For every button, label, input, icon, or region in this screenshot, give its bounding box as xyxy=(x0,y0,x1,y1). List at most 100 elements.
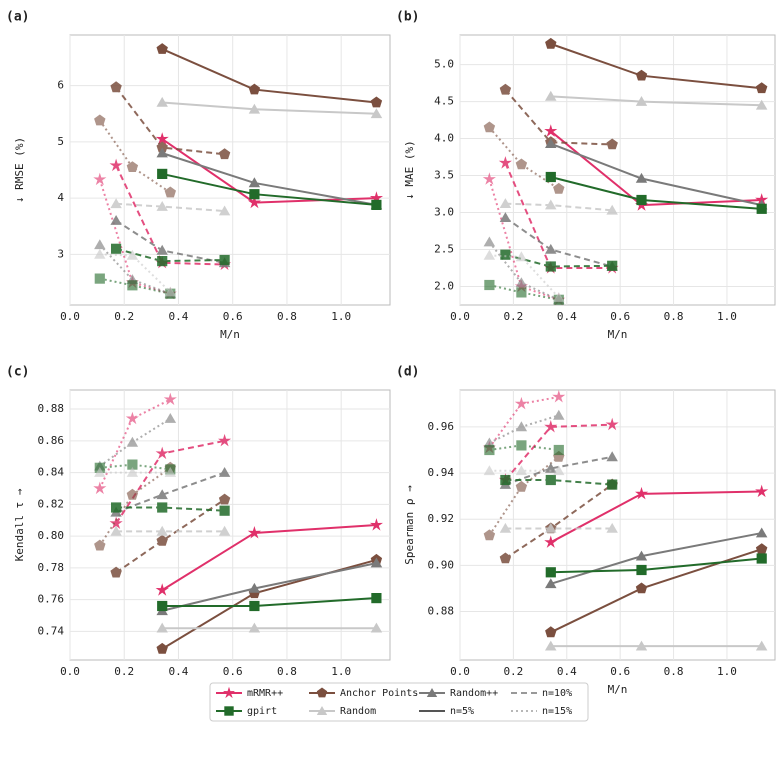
panel-title: (d) xyxy=(396,365,419,380)
point-marker xyxy=(93,481,107,495)
point-marker xyxy=(218,205,231,216)
point-marker xyxy=(606,204,618,215)
point-marker xyxy=(218,433,232,447)
point-marker xyxy=(125,411,139,425)
point-marker xyxy=(110,198,122,209)
series-line xyxy=(489,284,559,301)
point-marker xyxy=(126,467,139,477)
point-marker xyxy=(156,525,168,536)
point-marker xyxy=(515,251,528,262)
x-tick-label: 0.4 xyxy=(169,665,189,678)
point-marker xyxy=(544,535,558,548)
point-marker xyxy=(248,83,261,95)
point-marker xyxy=(605,417,619,431)
x-tick-label: 0.6 xyxy=(610,665,630,678)
point-marker xyxy=(164,186,176,198)
series xyxy=(110,525,231,536)
point-marker xyxy=(545,138,557,148)
panel-title: (b) xyxy=(396,10,419,25)
legend-label: n=10% xyxy=(542,688,572,699)
point-marker xyxy=(500,249,511,260)
x-tick-label: 1.0 xyxy=(717,310,737,323)
point-marker xyxy=(755,543,768,555)
x-tick-label: 0.6 xyxy=(223,665,243,678)
x-tick-label: 0.8 xyxy=(664,665,684,678)
point-marker xyxy=(157,256,168,267)
x-tick-label: 0.2 xyxy=(503,665,523,678)
legend-label: Random++ xyxy=(450,688,498,699)
series xyxy=(156,43,383,108)
series xyxy=(110,198,231,216)
point-marker xyxy=(545,37,557,49)
legend-label: n=5% xyxy=(450,706,474,717)
series xyxy=(544,484,769,548)
plot-area xyxy=(69,34,391,306)
series xyxy=(157,168,382,210)
y-tick-label: 0.78 xyxy=(38,561,65,574)
x-axis-label: M/n xyxy=(220,328,240,341)
series xyxy=(545,37,768,94)
y-axis-label: Kendall τ → xyxy=(13,488,26,561)
point-marker xyxy=(109,158,123,172)
point-marker xyxy=(514,396,528,410)
point-marker xyxy=(371,593,382,604)
point-marker xyxy=(369,518,383,531)
plot-area xyxy=(459,389,776,661)
point-marker xyxy=(156,141,168,153)
point-marker xyxy=(635,640,648,651)
point-marker xyxy=(515,465,528,476)
x-tick-label: 0.8 xyxy=(277,665,297,678)
point-marker xyxy=(371,199,382,210)
x-axis-label: M/n xyxy=(608,683,628,696)
point-marker xyxy=(553,182,565,194)
y-tick-label: 0.88 xyxy=(38,402,65,415)
point-marker xyxy=(755,640,768,651)
point-marker xyxy=(553,465,565,476)
series xyxy=(110,493,231,578)
x-tick-label: 0.4 xyxy=(169,310,189,323)
x-tick-label: 0.8 xyxy=(277,310,297,323)
point-marker xyxy=(156,642,168,654)
series xyxy=(109,433,232,529)
point-marker xyxy=(545,578,557,589)
point-marker xyxy=(498,156,512,169)
point-marker xyxy=(248,177,261,188)
point-marker xyxy=(755,527,768,538)
series-line xyxy=(488,126,560,190)
series xyxy=(155,132,383,209)
y-tick-label: 0.80 xyxy=(38,529,65,542)
y-tick-label: 0.94 xyxy=(428,466,455,479)
point-marker xyxy=(155,583,169,596)
series xyxy=(155,518,383,596)
point-marker xyxy=(756,553,767,564)
point-marker xyxy=(756,203,767,214)
point-marker xyxy=(247,195,261,209)
series xyxy=(545,553,767,578)
series xyxy=(545,640,768,651)
point-marker xyxy=(545,626,557,638)
series xyxy=(94,461,176,551)
legend-label: n=15% xyxy=(542,706,572,717)
point-marker xyxy=(635,96,648,106)
point-marker xyxy=(156,147,168,158)
legend-marker xyxy=(224,706,234,716)
series-line xyxy=(504,89,613,146)
legend-marker xyxy=(426,688,438,697)
point-marker xyxy=(248,582,261,593)
point-marker xyxy=(94,273,105,284)
point-marker xyxy=(515,277,528,288)
series xyxy=(499,522,618,533)
legend-marker xyxy=(223,686,235,699)
legend-marker xyxy=(316,687,328,698)
point-marker xyxy=(94,239,106,250)
series xyxy=(157,593,382,612)
point-marker xyxy=(545,90,557,101)
series-line xyxy=(489,444,559,451)
point-marker xyxy=(544,420,558,433)
legend-label: gpirt xyxy=(247,706,277,717)
series xyxy=(545,171,767,214)
x-tick-label: 0.0 xyxy=(450,310,470,323)
y-tick-label: 6 xyxy=(57,79,64,92)
series xyxy=(94,248,177,297)
